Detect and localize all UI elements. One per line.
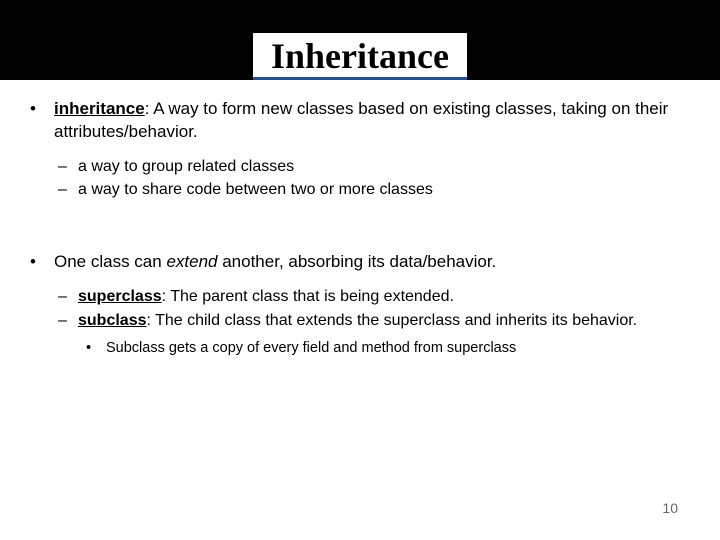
bullet-text: subclass: The child class that extends t… [78,310,637,332]
term-inheritance: inheritance [54,99,145,118]
slide-content: • inheritance: A way to form new classes… [0,80,720,359]
dash-icon: – [58,179,78,201]
slide-title: Inheritance [253,33,467,80]
bullet-subclass-copy: • Subclass gets a copy of every field an… [86,339,690,359]
page-number: 10 [662,500,678,516]
bullet-text: One class can extend another, absorbing … [54,251,496,274]
term-subclass: subclass [78,312,146,329]
bullet-text: a way to group related classes [78,156,294,178]
header-bar: Inheritance [0,0,720,80]
term-extend: extend [166,252,217,271]
term-superclass: superclass [78,288,162,305]
bullet-extend: • One class can extend another, absorbin… [30,251,690,274]
bullet-text: inheritance: A way to form new classes b… [54,98,690,144]
dash-icon: – [58,310,78,332]
bullet-inheritance-def: • inheritance: A way to form new classes… [30,98,690,144]
bullet-dot-icon: • [30,251,54,274]
bullet-text: superclass: The parent class that is bei… [78,286,454,308]
bullet-text: Subclass gets a copy of every field and … [106,339,516,359]
bullet-text: a way to share code between two or more … [78,179,433,201]
bullet-superclass: – superclass: The parent class that is b… [58,286,690,308]
bullet-share-code: – a way to share code between two or mor… [58,179,690,201]
dash-icon: – [58,156,78,178]
bullet-dot-icon: • [86,339,106,359]
bullet-dot-icon: • [30,98,54,144]
dash-icon: – [58,286,78,308]
bullet-group-related: – a way to group related classes [58,156,690,178]
bullet-subclass: – subclass: The child class that extends… [58,310,690,332]
